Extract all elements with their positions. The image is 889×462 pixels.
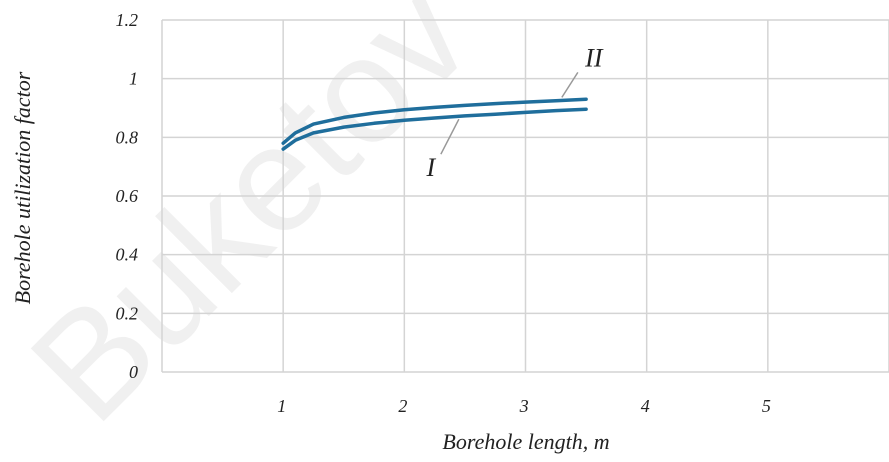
- y-axis-label: Borehole utilization factor: [10, 71, 35, 304]
- x-axis-label: Borehole length, m: [442, 429, 609, 454]
- x-tick-label: 5: [762, 396, 771, 416]
- x-tick-labels: 1 2 3 4 5: [277, 396, 771, 416]
- y-tick-label: 1: [129, 69, 138, 89]
- y-tick-label: 0: [129, 362, 138, 382]
- x-tick-label: 2: [398, 396, 407, 416]
- y-tick-labels: 0 0.2 0.4 0.6 0.8 1 1.2: [116, 10, 139, 382]
- y-tick-label: 0.2: [116, 303, 139, 323]
- x-tick-label: 4: [641, 396, 650, 416]
- series-line-I: [281, 107, 588, 151]
- series-line-II: [281, 97, 588, 145]
- y-tick-label: 0.6: [116, 186, 139, 206]
- watermark: Buketov: [0, 0, 501, 453]
- y-tick-label: 1.2: [116, 10, 139, 30]
- series-label-I: I: [426, 153, 437, 182]
- y-tick-label: 0.4: [116, 245, 139, 265]
- leader-line-II: [561, 71, 579, 98]
- x-tick-label: 3: [519, 396, 529, 416]
- series-annotations: III: [426, 43, 604, 182]
- grid: [161, 19, 889, 373]
- leader-line-I: [440, 118, 460, 155]
- x-tick-label: 1: [277, 396, 286, 416]
- series-lines: [281, 97, 588, 151]
- series-label-II: II: [584, 43, 604, 72]
- y-tick-label: 0.8: [116, 127, 139, 147]
- watermark-text: Buketov: [0, 0, 501, 453]
